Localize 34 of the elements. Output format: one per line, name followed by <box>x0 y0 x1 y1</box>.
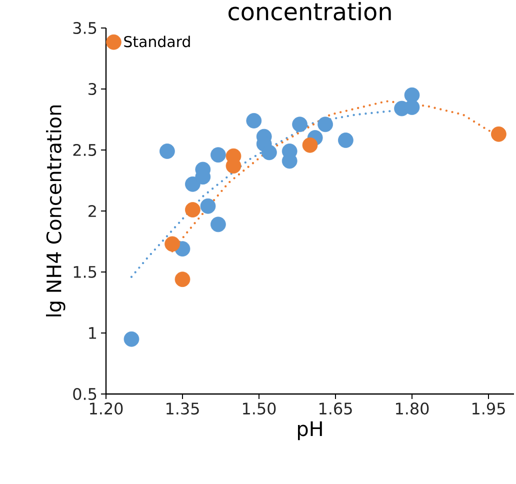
x-axis-title: pH <box>298 421 322 440</box>
x-tick-label: 1.35 <box>166 402 199 415</box>
point <box>404 100 420 115</box>
y-axis-title: lg NH4 Concentration <box>46 106 66 316</box>
point <box>292 116 308 132</box>
y-tick-label: 3.5 <box>73 22 96 34</box>
legend-label: Standard <box>124 36 190 48</box>
y-tick-label: 3 <box>88 82 96 96</box>
chart-title: concentration <box>228 2 391 21</box>
x-tick-label: 1.80 <box>396 402 429 415</box>
x-tick-label: 1.65 <box>320 402 352 415</box>
point <box>185 202 200 218</box>
y-tick-label: 0.5 <box>73 388 96 400</box>
point <box>338 132 354 148</box>
point <box>210 147 226 163</box>
x-tick-label: 1.50 <box>243 402 276 415</box>
point <box>164 236 180 252</box>
point <box>210 216 226 232</box>
y-tick-label: 1 <box>89 327 96 339</box>
point <box>262 144 277 160</box>
point <box>174 272 190 288</box>
point <box>200 198 216 214</box>
y-tick-label: 2.5 <box>73 144 96 156</box>
point <box>491 126 506 142</box>
point <box>160 144 175 159</box>
x-tick-label: 1.20 <box>90 402 123 415</box>
y-tick-label: 1.5 <box>74 266 96 278</box>
point <box>318 116 333 132</box>
x-tick-label: 1.95 <box>472 402 505 415</box>
point <box>124 331 140 347</box>
point <box>246 113 262 128</box>
point <box>185 176 200 192</box>
point <box>302 137 318 153</box>
y-tick-label: 2 <box>88 205 96 217</box>
